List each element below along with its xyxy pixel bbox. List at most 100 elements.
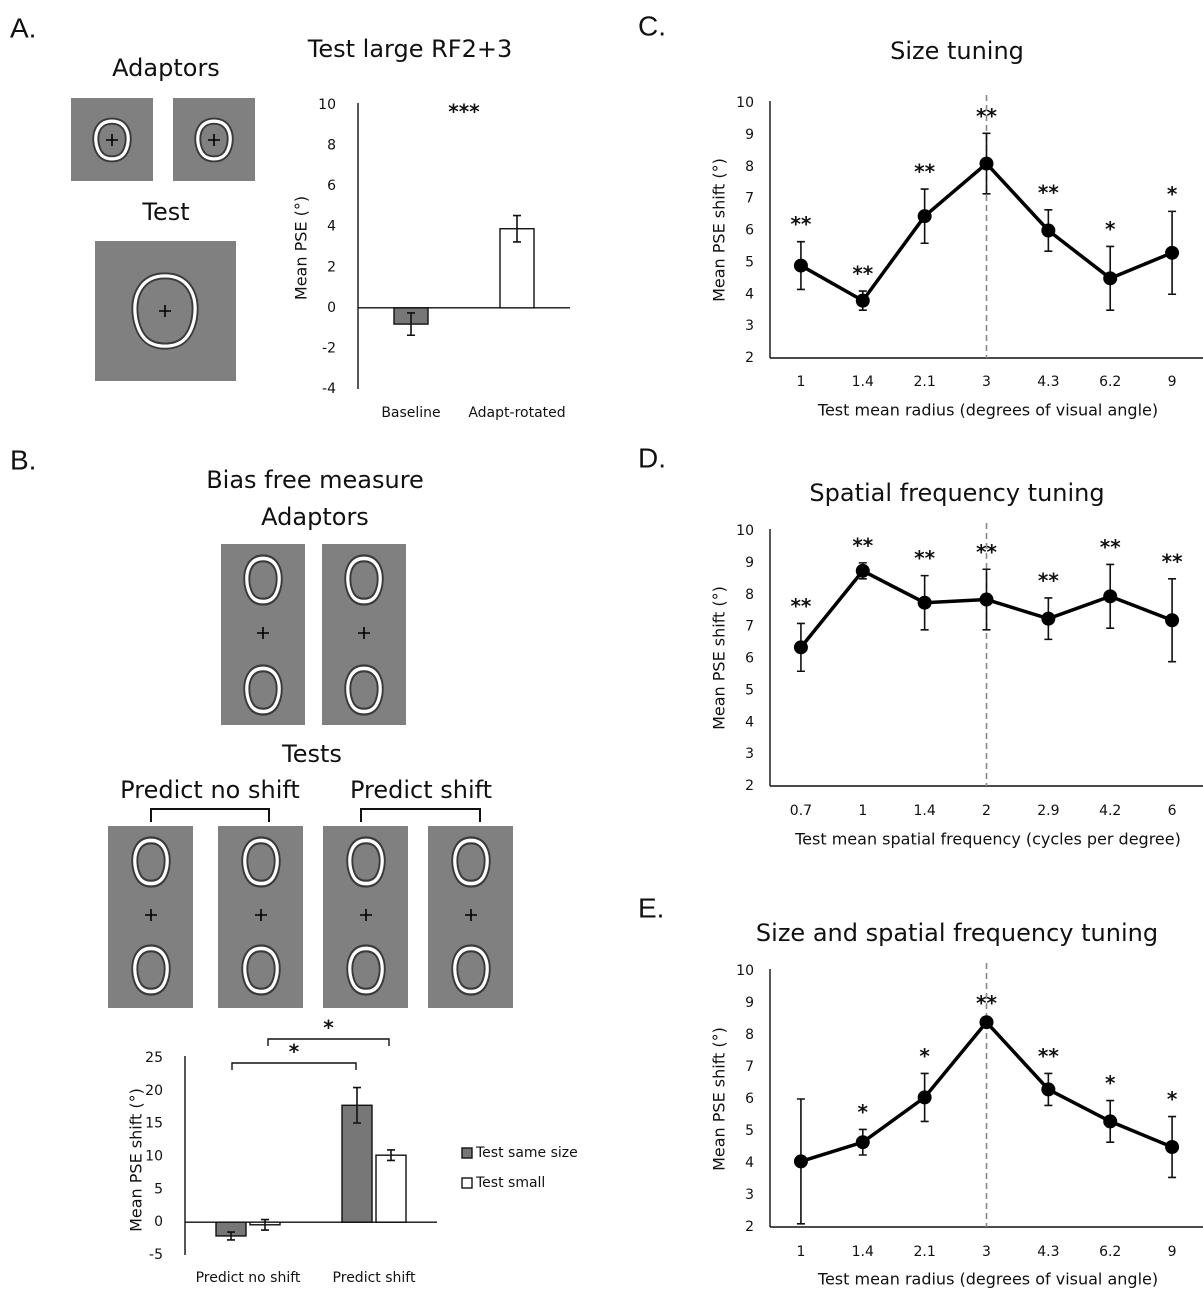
y-tick-label: 3 bbox=[745, 1187, 754, 1203]
legend-swatch bbox=[461, 1147, 473, 1159]
y-tick-label: 8 bbox=[745, 587, 754, 603]
error-bar bbox=[407, 312, 415, 337]
x-tick-label: 2.9 bbox=[1037, 803, 1059, 819]
chart-title: Spatial frequency tuning bbox=[809, 479, 1104, 507]
y-tick-label: 15 bbox=[145, 1116, 163, 1132]
significance: ** bbox=[976, 991, 997, 1015]
x-tick-label: 1.4 bbox=[852, 1244, 874, 1260]
significance: ** bbox=[852, 262, 873, 286]
significance: ** bbox=[852, 533, 873, 557]
x-tick-label: 4.3 bbox=[1037, 374, 1059, 390]
y-tick-label: 3 bbox=[745, 746, 754, 762]
significance: ** bbox=[1038, 180, 1059, 204]
x-tick-label: 9 bbox=[1168, 374, 1177, 390]
y-axis-label: Mean PSE (°) bbox=[292, 196, 311, 300]
error-bar bbox=[227, 1231, 235, 1241]
x-tick-label: Baseline bbox=[381, 405, 440, 421]
point bbox=[1165, 1140, 1180, 1154]
x-tick-label: 1 bbox=[858, 803, 867, 819]
y-axis-label: Mean PSE shift (°) bbox=[710, 586, 729, 730]
point bbox=[979, 592, 994, 607]
point bbox=[1041, 223, 1056, 238]
point bbox=[855, 293, 870, 308]
y-tick-label: 2 bbox=[745, 350, 754, 366]
x-tick-label: 2 bbox=[982, 803, 991, 819]
significance: ** bbox=[1100, 535, 1121, 559]
x-tick-label: 9 bbox=[1168, 1244, 1177, 1260]
significance: ** bbox=[976, 540, 997, 564]
x-tick-label: Adapt-rotated bbox=[468, 405, 565, 421]
x-tick-label: 0.7 bbox=[790, 803, 812, 819]
y-tick-label: 7 bbox=[745, 1059, 754, 1075]
significance: * bbox=[1105, 217, 1116, 241]
y-tick-label: 8 bbox=[745, 1027, 754, 1043]
stimulus-label: Predict shift bbox=[350, 776, 492, 804]
stimulus-label: Adaptors bbox=[112, 54, 220, 82]
y-tick-label: 10 bbox=[318, 97, 336, 113]
bar bbox=[375, 1154, 407, 1223]
significance: * bbox=[1105, 1071, 1116, 1095]
fixation-cross bbox=[145, 909, 157, 921]
fixation-cross bbox=[257, 627, 269, 639]
point bbox=[979, 1015, 994, 1030]
x-axis-label: Test mean spatial frequency (cycles per … bbox=[794, 830, 1181, 849]
y-tick-label: 10 bbox=[736, 95, 754, 111]
significance: * bbox=[919, 1044, 930, 1068]
y-tick-label: 0 bbox=[327, 300, 336, 316]
y-tick-label: 4 bbox=[745, 714, 754, 730]
y-tick-label: 2 bbox=[327, 259, 336, 275]
significance: ** bbox=[1162, 549, 1183, 573]
x-tick-label: Predict no shift bbox=[196, 1270, 301, 1286]
y-tick-label: -4 bbox=[322, 381, 336, 397]
y-tick-label: -2 bbox=[322, 340, 336, 356]
stimulus-label: Test bbox=[141, 198, 189, 226]
y-tick-label: 3 bbox=[745, 318, 754, 334]
x-tick-label: 1 bbox=[796, 1244, 805, 1260]
y-tick-label: 5 bbox=[745, 1123, 754, 1139]
x-axis-label: Test mean radius (degrees of visual angl… bbox=[817, 1270, 1158, 1289]
y-tick-label: 6 bbox=[327, 178, 336, 194]
x-tick-label: 6.2 bbox=[1099, 1244, 1121, 1260]
significance: ** bbox=[914, 160, 935, 184]
x-tick-label: 2.1 bbox=[914, 1244, 936, 1260]
y-tick-label: 5 bbox=[154, 1181, 163, 1197]
y-tick-label: 0 bbox=[154, 1214, 163, 1230]
significance: ** bbox=[790, 212, 811, 236]
y-tick-label: 4 bbox=[745, 286, 754, 302]
point bbox=[917, 1090, 932, 1105]
point bbox=[793, 640, 808, 655]
point bbox=[793, 1154, 808, 1169]
point bbox=[1103, 589, 1118, 604]
point bbox=[979, 156, 994, 171]
point bbox=[855, 563, 870, 578]
y-tick-label: 10 bbox=[145, 1149, 163, 1165]
significance: ** bbox=[790, 594, 811, 618]
y-tick-label: 8 bbox=[327, 138, 336, 154]
x-tick-label: 6 bbox=[1168, 803, 1177, 819]
y-tick-label: -5 bbox=[149, 1247, 163, 1263]
significance: * bbox=[1167, 182, 1178, 206]
y-tick-label: 10 bbox=[736, 963, 754, 979]
fixation-cross bbox=[106, 134, 118, 146]
point bbox=[793, 258, 808, 273]
point bbox=[1041, 1082, 1056, 1097]
error-bar bbox=[513, 214, 521, 243]
y-tick-label: 9 bbox=[745, 995, 754, 1011]
x-tick-label: 1.4 bbox=[852, 374, 874, 390]
x-tick-label: 4.2 bbox=[1099, 803, 1121, 819]
x-tick-label: 6.2 bbox=[1099, 374, 1121, 390]
x-tick-label: 1.4 bbox=[914, 803, 936, 819]
significance-bracket bbox=[231, 1062, 357, 1070]
stimulus-label: Adaptors bbox=[261, 503, 369, 531]
bracket bbox=[150, 808, 481, 822]
fixation-cross bbox=[255, 909, 267, 921]
y-axis-label: Mean PSE shift (°) bbox=[127, 1088, 146, 1232]
x-tick-label: 3 bbox=[982, 1244, 991, 1260]
fixation-cross bbox=[360, 909, 372, 921]
x-tick-label: 3 bbox=[982, 374, 991, 390]
y-tick-label: 6 bbox=[745, 651, 754, 667]
y-tick-label: 9 bbox=[745, 127, 754, 143]
significance: * bbox=[323, 1016, 334, 1040]
significance: * bbox=[289, 1040, 300, 1064]
